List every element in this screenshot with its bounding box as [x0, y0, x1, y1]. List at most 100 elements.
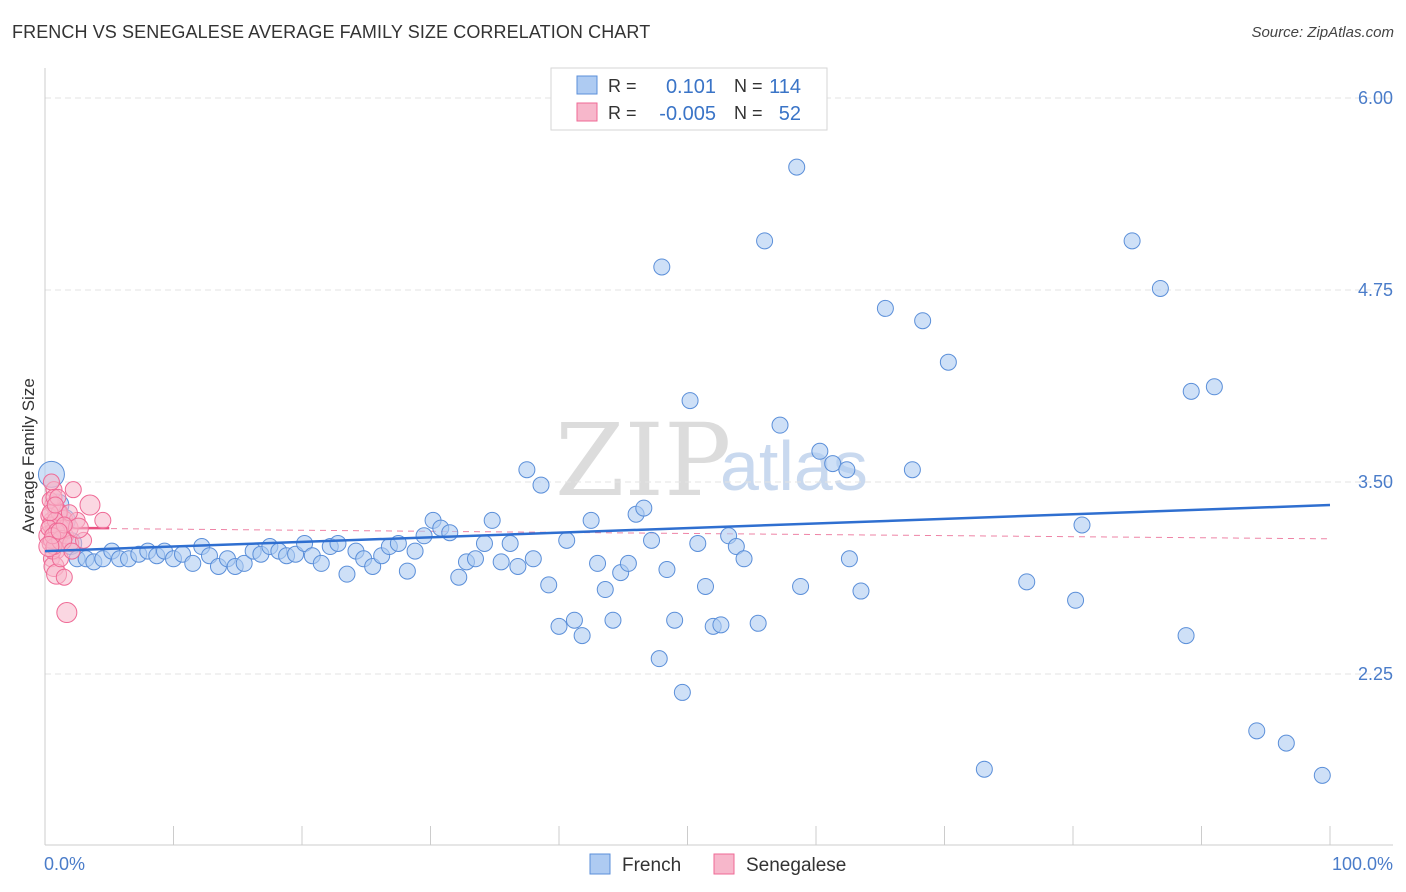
- french-point: [1177, 627, 1195, 645]
- french-point: [756, 232, 774, 250]
- french-point: [1018, 573, 1036, 591]
- axes: [44, 68, 1393, 846]
- french-point: [184, 554, 202, 572]
- senegalese-point: [46, 496, 64, 514]
- french-point: [975, 760, 993, 778]
- french-point: [824, 455, 842, 473]
- french-point: [712, 616, 730, 634]
- french-point: [1067, 591, 1085, 609]
- y-tick-label: 4.75: [1358, 280, 1393, 300]
- legend-swatch-french: [576, 75, 598, 95]
- legend-n-value-senegalese: 52: [779, 103, 801, 125]
- french-point: [235, 554, 253, 572]
- bottom-legend-senegalese: Senegalese: [746, 855, 846, 876]
- french-point: [838, 461, 856, 479]
- legend-r-label-senegalese: R =: [608, 103, 637, 123]
- french-point: [558, 531, 576, 549]
- french-point: [653, 258, 671, 276]
- bottom-legend: French Senegalese: [589, 853, 846, 876]
- legend-swatch-senegalese: [576, 102, 598, 122]
- french-point: [1313, 766, 1331, 784]
- french-point: [840, 550, 858, 568]
- senegalese-point: [50, 522, 68, 540]
- french-point: [596, 581, 614, 599]
- senegalese-trend-line: [44, 527, 1331, 540]
- chart-title: FRENCH VS SENEGALESE AVERAGE FAMILY SIZE…: [12, 22, 651, 42]
- senegalese-point: [64, 481, 82, 499]
- french-point: [589, 554, 607, 572]
- y-axis-label: Average Family Size: [19, 378, 38, 534]
- senegalese-point: [42, 473, 60, 491]
- x-tick-label-min: 0.0%: [44, 854, 85, 874]
- french-point: [811, 442, 829, 460]
- legend-n-label-senegalese: N =: [734, 103, 763, 123]
- bottom-legend-french: French: [622, 855, 681, 876]
- french-point: [771, 416, 789, 434]
- french-point: [398, 562, 416, 580]
- french-point: [681, 392, 699, 410]
- senegalese-point: [38, 536, 60, 558]
- legend: R = 0.101 N = 114 R = -0.005 N = 52: [550, 67, 828, 131]
- french-point: [518, 461, 536, 479]
- french-point: [788, 158, 806, 176]
- french-point: [1248, 722, 1266, 740]
- french-point: [727, 538, 745, 556]
- french-point: [492, 553, 510, 571]
- french-point: [903, 461, 921, 479]
- french-point: [509, 557, 527, 575]
- legend-n-label-french: N =: [734, 76, 763, 96]
- legend-n-value-french: 114: [769, 76, 801, 98]
- french-point: [666, 611, 684, 629]
- french-point: [329, 534, 347, 552]
- french-point: [532, 476, 550, 494]
- bottom-legend-swatch-senegalese: [713, 853, 735, 875]
- french-point: [735, 550, 753, 568]
- french-point: [466, 550, 484, 568]
- watermark-zip: ZIP: [555, 402, 731, 519]
- french-point: [415, 527, 433, 545]
- french-point: [1151, 279, 1169, 297]
- french-point: [338, 565, 356, 583]
- x-ticks: [44, 826, 1331, 845]
- french-point: [501, 534, 519, 552]
- y-tick-label: 3.50: [1358, 472, 1393, 492]
- french-point: [673, 683, 691, 701]
- french-point: [914, 312, 932, 330]
- legend-r-label-french: R =: [608, 76, 637, 96]
- french-point: [441, 524, 459, 542]
- french-point: [573, 627, 591, 645]
- x-tick-label-max: 100.0%: [1332, 854, 1393, 874]
- french-point: [689, 534, 707, 552]
- french-point: [696, 577, 714, 595]
- french-point: [658, 561, 676, 579]
- french-point: [540, 576, 558, 594]
- french-point: [475, 534, 493, 552]
- french-point: [406, 542, 424, 560]
- french-point: [550, 617, 568, 635]
- french-point: [483, 511, 501, 529]
- french-point: [1277, 734, 1295, 752]
- y-tick-labels: 2.25 3.50 4.75 6.00: [1358, 88, 1393, 684]
- french-point: [619, 554, 637, 572]
- french-trend: [44, 503, 1331, 553]
- legend-r-value-french: 0.101: [666, 76, 716, 98]
- y-tick-label: 6.00: [1358, 88, 1393, 108]
- french-point: [296, 534, 314, 552]
- french-point: [604, 611, 622, 629]
- french-point: [1073, 516, 1091, 534]
- senegalese-point: [55, 568, 73, 586]
- french-point: [312, 554, 330, 572]
- french-point: [565, 611, 583, 629]
- french-point: [1123, 232, 1141, 250]
- french-point: [1205, 378, 1223, 396]
- french-point: [876, 299, 894, 317]
- senegalese-trend: [44, 526, 1331, 540]
- senegalese-points: [38, 473, 112, 624]
- french-point: [650, 650, 668, 668]
- y-tick-label: 2.25: [1358, 664, 1393, 684]
- senegalese-point: [56, 602, 78, 624]
- french-point: [852, 582, 870, 600]
- french-point: [1182, 382, 1200, 400]
- source-label: Source: ZipAtlas.com: [1251, 24, 1394, 41]
